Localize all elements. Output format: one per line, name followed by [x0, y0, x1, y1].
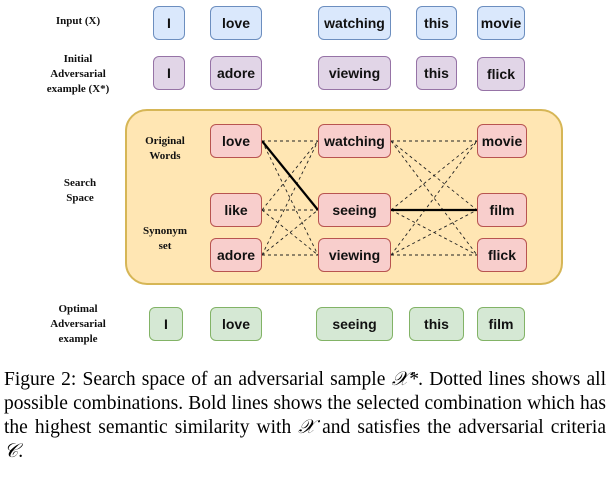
- initial-label-line-3: example (X*): [46, 83, 110, 95]
- search-word-seeing: seeing: [318, 193, 391, 227]
- input-row-label: Input (X): [55, 15, 101, 27]
- synonym-set-line-2: set: [158, 240, 172, 252]
- initial-adv-word-3: viewing: [318, 56, 391, 90]
- optimal-label-line-2: Adversarial: [50, 318, 106, 330]
- input-word-5: movie: [477, 6, 525, 40]
- initial-label-line-1: Initial: [63, 53, 93, 65]
- original-words-label: Original Words: [133, 134, 197, 164]
- synonym-set-line-1: Synonym: [142, 225, 188, 237]
- input-word-2: love: [210, 6, 262, 40]
- search-word-watching: watching: [318, 124, 391, 158]
- search-word-adore: adore: [210, 238, 262, 272]
- search-word-film: film: [477, 193, 527, 227]
- initial-adv-word-2: adore: [210, 56, 262, 90]
- search-word-viewing: viewing: [318, 238, 391, 272]
- search-word-like: like: [210, 193, 262, 227]
- candidate-edge-viewing-film: [390, 209, 478, 256]
- initial-adv-word-1: I: [153, 56, 185, 90]
- optimal-adversarial-row-label: Optimal Adversarial example: [28, 302, 128, 347]
- optimal-label-line-1: Optimal: [58, 303, 98, 315]
- search-label-line-2: Space: [66, 192, 94, 204]
- initial-adv-word-4: this: [416, 56, 457, 90]
- optimal-word-5: film: [477, 307, 525, 341]
- optimal-word-1: I: [149, 307, 183, 341]
- initial-adversarial-row-label: Initial Adversarial example (X*): [28, 52, 128, 97]
- initial-adv-word-5: flick: [477, 57, 525, 91]
- optimal-word-4: this: [409, 307, 464, 341]
- original-words-line-2: Words: [149, 150, 181, 162]
- caption-prefix: Figure 2: Search space of an adversarial…: [4, 369, 392, 390]
- search-label-line-1: Search: [63, 177, 97, 189]
- candidate-edge-seeing-movie: [390, 140, 478, 211]
- input-word-4: this: [416, 6, 457, 40]
- optimal-word-3: seeing: [316, 307, 393, 341]
- optimal-label-line-3: example: [58, 333, 98, 345]
- original-words-line-1: Original: [145, 135, 185, 147]
- selected-edge-love-seeing: [261, 140, 319, 211]
- search-word-flick: flick: [477, 238, 527, 272]
- caption-mid-1: . Dotted lines shows all possible combin…: [4, 369, 606, 438]
- figure-caption: Figure 2: Search space of an adversarial…: [4, 368, 606, 464]
- search-word-love: love: [210, 124, 262, 158]
- caption-x-symbol: 𝒳: [298, 417, 316, 438]
- caption-x-star: 𝒳*: [391, 369, 419, 390]
- synonym-set-label: Synonym set: [133, 224, 197, 254]
- initial-label-line-2: Adversarial: [50, 68, 106, 80]
- search-word-movie: movie: [477, 124, 527, 158]
- caption-end: .: [18, 441, 24, 462]
- input-word-3: watching: [318, 6, 391, 40]
- input-word-1: I: [153, 6, 185, 40]
- caption-c-symbol: 𝒞: [4, 441, 19, 462]
- search-space-label: Search Space: [45, 176, 115, 206]
- optimal-word-2: love: [210, 307, 262, 341]
- caption-mid-2: and satisfies the adversarial criteria: [315, 417, 606, 438]
